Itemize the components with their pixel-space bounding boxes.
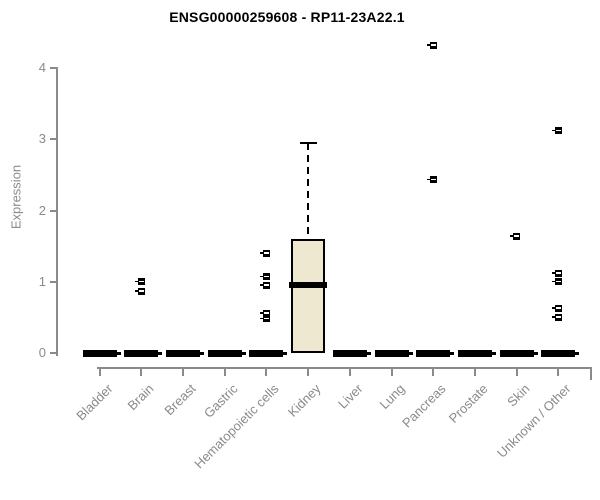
outlier-point xyxy=(551,313,562,321)
zero-box xyxy=(207,349,246,357)
y-tick-label: 2 xyxy=(38,202,46,218)
y-axis-tick xyxy=(50,280,57,283)
outlier-point xyxy=(259,249,270,257)
x-axis-tick xyxy=(265,369,268,376)
outlier-point xyxy=(426,41,437,49)
zero-box xyxy=(332,349,371,357)
outlier-point xyxy=(259,273,270,281)
zero-box xyxy=(541,349,580,357)
y-axis-tick xyxy=(50,352,57,354)
x-axis-tick xyxy=(348,369,351,376)
outlier-point xyxy=(551,269,562,277)
y-axis-tick xyxy=(50,209,57,212)
x-axis-tick xyxy=(182,369,184,376)
zero-box xyxy=(249,349,288,357)
whisker-cap xyxy=(299,141,317,144)
y-axis-line xyxy=(56,67,58,356)
x-axis-end-tick xyxy=(590,367,592,380)
y-tick-label: 4 xyxy=(38,60,46,75)
x-axis-line xyxy=(97,367,592,369)
box xyxy=(291,239,326,353)
outlier-point xyxy=(134,278,145,286)
zero-box xyxy=(457,349,496,357)
y-tick-label: 0 xyxy=(38,345,46,360)
median-line xyxy=(289,282,328,289)
outlier-point xyxy=(259,315,270,323)
outlier-point xyxy=(551,278,562,286)
x-axis-tick xyxy=(223,369,226,376)
whisker xyxy=(307,142,310,239)
x-axis-tick xyxy=(307,369,310,376)
outlier-point xyxy=(510,232,521,240)
x-axis-tick xyxy=(515,369,518,376)
zero-box xyxy=(82,349,121,357)
x-axis-tick xyxy=(432,369,435,376)
x-axis-tick xyxy=(557,369,560,376)
outlier-point xyxy=(551,304,562,312)
zero-box xyxy=(124,349,163,357)
outlier-point xyxy=(426,176,437,184)
y-tick-label: 3 xyxy=(38,131,46,147)
y-tick-label: 1 xyxy=(38,273,46,289)
x-axis-tick xyxy=(98,369,101,376)
zero-box xyxy=(166,349,204,357)
zero-box xyxy=(374,349,413,357)
x-axis-tick xyxy=(473,369,476,376)
zero-box xyxy=(416,349,455,357)
y-axis-tick xyxy=(50,138,57,141)
outlier-point xyxy=(259,281,270,289)
x-axis-tick xyxy=(140,369,143,376)
y-axis-title: Expression xyxy=(8,164,24,230)
zero-box xyxy=(499,349,538,357)
x-axis-tick xyxy=(390,369,393,376)
outlier-point xyxy=(134,287,145,295)
outlier-point xyxy=(551,127,562,135)
chart-title: ENSG00000259608 - RP11-23A22.1 xyxy=(169,9,405,25)
outlier-point xyxy=(259,309,270,317)
y-axis-tick xyxy=(50,67,57,69)
